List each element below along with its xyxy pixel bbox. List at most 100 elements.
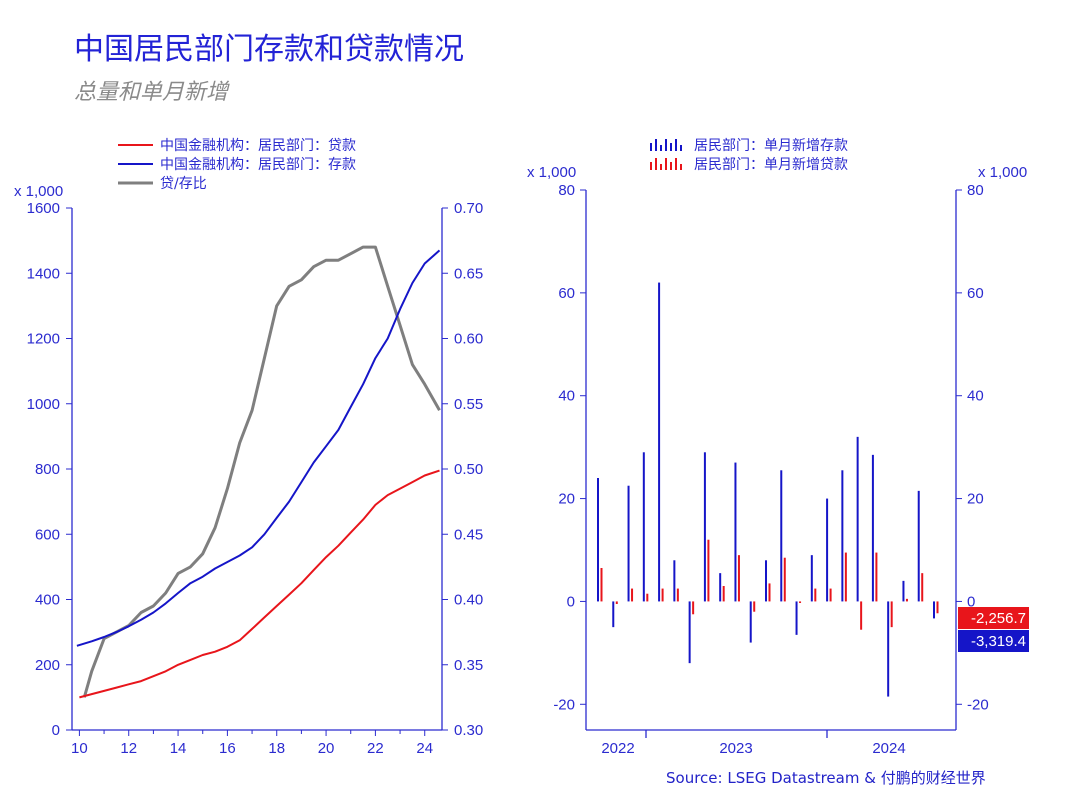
- bar-deposit: [902, 580, 905, 602]
- bar-deposit: [795, 601, 798, 635]
- bar-right-y-tick-label: 0: [967, 593, 975, 610]
- bar-right-y-tick-label: 60: [967, 285, 984, 302]
- last-value-deposit-box: [958, 630, 1029, 652]
- bar-deposit: [734, 462, 737, 602]
- x-tick-label: 10: [71, 740, 88, 757]
- bar-loan: [753, 601, 756, 612]
- left-y-tick-label: 1000: [27, 396, 60, 413]
- left-y-tick-label: 1400: [27, 265, 60, 282]
- left-y-tick-label: 400: [35, 592, 60, 609]
- right-chart: x 1,000 x 1,000 -20 -20 0 0 20 20 40 40 60 60 80 80…: [527, 138, 1029, 757]
- bar-loan: [890, 601, 893, 628]
- bar-loan: [783, 557, 786, 602]
- bar-deposit: [826, 498, 829, 602]
- legend-bar-swatch: [665, 139, 667, 151]
- page-title: 中国居民部门存款和贷款情况: [74, 32, 464, 67]
- bar-deposit: [917, 490, 920, 602]
- bar-loan: [829, 588, 832, 602]
- left-y-tick-label: 200: [35, 657, 60, 674]
- right-y-tick-label: 0.55: [454, 396, 483, 413]
- bar-left-y-tick-label: 20: [558, 491, 575, 508]
- bar-deposit: [597, 478, 599, 602]
- bar-loan: [905, 598, 908, 602]
- series-line-deposit: [76, 249, 441, 647]
- legend-bar-swatch: [675, 139, 677, 151]
- bar-left-y-tick-label: 60: [558, 285, 575, 302]
- legend-label: 居民部门：单月新增存款: [694, 138, 848, 154]
- bar-loan: [844, 552, 847, 602]
- bar-x-tick-label: 2022: [601, 740, 634, 757]
- left-y-tick-label: 0: [52, 722, 60, 739]
- legend-bar-swatch: [680, 164, 682, 170]
- right-y-tick-label: 0.45: [454, 526, 483, 543]
- x-tick-label: 24: [416, 740, 433, 757]
- x-tick-label: 16: [219, 740, 236, 757]
- bar-deposit: [673, 560, 676, 602]
- bar-loan: [860, 601, 863, 630]
- bar-deposit: [612, 601, 615, 628]
- series-line-loan: [79, 469, 440, 699]
- x-tick-label: 12: [120, 740, 137, 757]
- bar-loan: [600, 568, 603, 602]
- bar-left-y-tick-label: 0: [567, 593, 575, 610]
- bar-right-y-tick-label: 40: [967, 388, 984, 405]
- right-chart-right-unit-label: x 1,000: [978, 164, 1027, 181]
- last-value-loan-box: [958, 607, 1029, 629]
- bar-deposit: [719, 573, 722, 602]
- bar-deposit: [765, 560, 767, 602]
- bar-loan: [692, 601, 695, 615]
- right-y-tick-label: 0.30: [454, 722, 483, 739]
- bar-loan: [814, 588, 817, 602]
- page-subtitle: 总量和单月新增: [74, 80, 229, 105]
- right-y-tick-label: 0.70: [454, 200, 483, 217]
- bar-loan: [722, 586, 725, 602]
- bar-x-tick-label: 2023: [719, 740, 752, 757]
- legend-bar-swatch: [660, 164, 662, 170]
- bar-left-y-tick-label: -20: [553, 696, 575, 713]
- left-y-tick-label: 600: [35, 526, 60, 543]
- bar-deposit: [887, 601, 890, 697]
- last-value-loan-text: -2,256.7: [971, 610, 1026, 627]
- source-note: Source: LSEG Datastream & 付鹏的财经世界: [666, 769, 986, 787]
- legend-bar-swatch: [650, 143, 652, 151]
- legend-bar-swatch: [670, 162, 672, 170]
- bar-loan: [661, 588, 664, 602]
- bar-deposit: [627, 485, 630, 602]
- legend-bar-swatch: [650, 162, 652, 170]
- x-tick-label: 22: [367, 740, 384, 757]
- right-y-tick-label: 0.60: [454, 331, 483, 348]
- bar-deposit: [856, 436, 859, 602]
- bar-right-y-tick-label: -20: [967, 696, 989, 713]
- legend-label: 中国金融机构：居民部门：贷款: [160, 138, 356, 154]
- legend-bar-swatch: [665, 158, 667, 170]
- bar-loan: [799, 601, 802, 603]
- last-value-deposit-tag: -3,319.4: [958, 630, 1029, 652]
- x-tick-label: 20: [318, 740, 335, 757]
- legend-label: 贷/存比: [160, 176, 207, 192]
- legend-bar-swatch: [655, 158, 657, 170]
- bar-deposit: [810, 555, 813, 602]
- legend-bar-swatch: [660, 145, 662, 151]
- legend-label: 居民部门：单月新增贷款: [694, 157, 848, 173]
- bar-loan: [768, 583, 771, 602]
- right-y-tick-label: 0.40: [454, 592, 483, 609]
- bar-loan: [936, 601, 939, 614]
- bar-deposit: [688, 601, 691, 664]
- bar-loan: [737, 555, 740, 602]
- legend-bar-swatch: [675, 158, 677, 170]
- bar-loan: [646, 593, 649, 602]
- x-tick-label: 14: [170, 740, 187, 757]
- legend-label: 中国金融机构：居民部门：存款: [160, 157, 356, 173]
- right-chart-left-unit-label: x 1,000: [527, 164, 576, 181]
- bar-deposit: [658, 282, 661, 602]
- last-value-loan-tag: -2,256.7: [958, 607, 1029, 629]
- last-value-deposit-text: -3,319.4: [971, 633, 1026, 650]
- bar-deposit: [703, 452, 706, 602]
- x-tick-label: 18: [268, 740, 285, 757]
- legend-bar-swatch: [655, 139, 657, 151]
- legend-bar-swatch: [680, 145, 682, 151]
- legend-bar-swatch: [670, 143, 672, 151]
- bar-deposit: [841, 470, 844, 602]
- bar-loan: [875, 552, 878, 602]
